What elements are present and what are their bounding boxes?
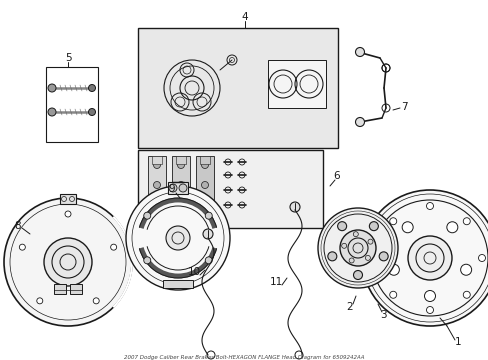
Circle shape — [126, 186, 229, 290]
Circle shape — [426, 306, 433, 314]
Circle shape — [163, 60, 220, 116]
Circle shape — [426, 202, 433, 210]
Bar — [138, 28, 337, 148]
Bar — [138, 150, 323, 228]
Circle shape — [205, 212, 212, 219]
Bar — [152, 156, 162, 164]
Circle shape — [289, 202, 299, 212]
Circle shape — [153, 181, 160, 189]
Circle shape — [460, 264, 470, 275]
Circle shape — [48, 108, 56, 116]
Circle shape — [389, 291, 396, 298]
Circle shape — [165, 226, 190, 250]
Circle shape — [348, 258, 353, 263]
Bar — [200, 156, 209, 164]
Circle shape — [355, 48, 364, 57]
Circle shape — [355, 117, 364, 126]
Circle shape — [368, 222, 378, 231]
Circle shape — [203, 229, 213, 239]
Bar — [46, 67, 98, 142]
Circle shape — [365, 255, 369, 260]
Circle shape — [327, 252, 336, 261]
Circle shape — [153, 202, 160, 208]
Circle shape — [44, 238, 92, 286]
Circle shape — [88, 108, 95, 116]
Bar — [168, 182, 187, 194]
Circle shape — [339, 230, 375, 266]
Circle shape — [143, 212, 150, 219]
Circle shape — [110, 244, 117, 250]
Circle shape — [367, 239, 372, 244]
Circle shape — [353, 270, 362, 279]
Text: 6: 6 — [333, 171, 340, 181]
Circle shape — [169, 184, 177, 192]
Text: 11: 11 — [269, 277, 282, 287]
Text: 1: 1 — [454, 337, 460, 347]
Circle shape — [177, 181, 184, 189]
Circle shape — [478, 255, 485, 261]
Circle shape — [153, 162, 160, 168]
Bar — [54, 284, 66, 294]
Circle shape — [387, 264, 399, 275]
Text: 5: 5 — [64, 53, 71, 63]
Bar — [196, 156, 214, 221]
Circle shape — [462, 218, 469, 225]
Circle shape — [205, 257, 212, 264]
Circle shape — [341, 243, 346, 248]
Bar — [60, 194, 76, 204]
Circle shape — [4, 198, 132, 326]
Text: 9: 9 — [168, 184, 175, 194]
Bar — [172, 156, 190, 221]
Circle shape — [401, 222, 412, 233]
Bar — [163, 280, 193, 288]
Circle shape — [407, 236, 451, 280]
Circle shape — [317, 208, 397, 288]
Bar — [148, 156, 165, 221]
Text: 10: 10 — [187, 267, 200, 277]
Text: 4: 4 — [241, 12, 248, 22]
Circle shape — [177, 162, 184, 168]
Circle shape — [48, 84, 56, 92]
Text: 3: 3 — [379, 310, 386, 320]
Text: 7: 7 — [400, 102, 407, 112]
Circle shape — [389, 218, 396, 225]
Bar — [267, 60, 325, 108]
Bar — [176, 156, 185, 164]
Circle shape — [93, 298, 99, 304]
Text: 8: 8 — [15, 221, 21, 231]
Circle shape — [201, 181, 208, 189]
Circle shape — [65, 211, 71, 217]
Circle shape — [374, 255, 381, 261]
Text: 2007 Dodge Caliber Rear Brakes Bolt-HEXAGON FLANGE Head Diagram for 6509242AA: 2007 Dodge Caliber Rear Brakes Bolt-HEXA… — [124, 355, 364, 360]
Bar — [70, 284, 82, 294]
Circle shape — [177, 202, 184, 208]
Circle shape — [424, 291, 435, 301]
Circle shape — [361, 190, 488, 326]
Text: 2: 2 — [346, 302, 353, 312]
Circle shape — [179, 184, 186, 192]
Circle shape — [353, 232, 358, 237]
Circle shape — [378, 252, 387, 261]
Circle shape — [201, 202, 208, 208]
Circle shape — [462, 291, 469, 298]
Circle shape — [20, 244, 25, 250]
Circle shape — [201, 162, 208, 168]
Circle shape — [446, 222, 457, 233]
Circle shape — [337, 222, 346, 231]
Circle shape — [37, 298, 42, 304]
Circle shape — [143, 257, 150, 264]
Circle shape — [88, 85, 95, 91]
